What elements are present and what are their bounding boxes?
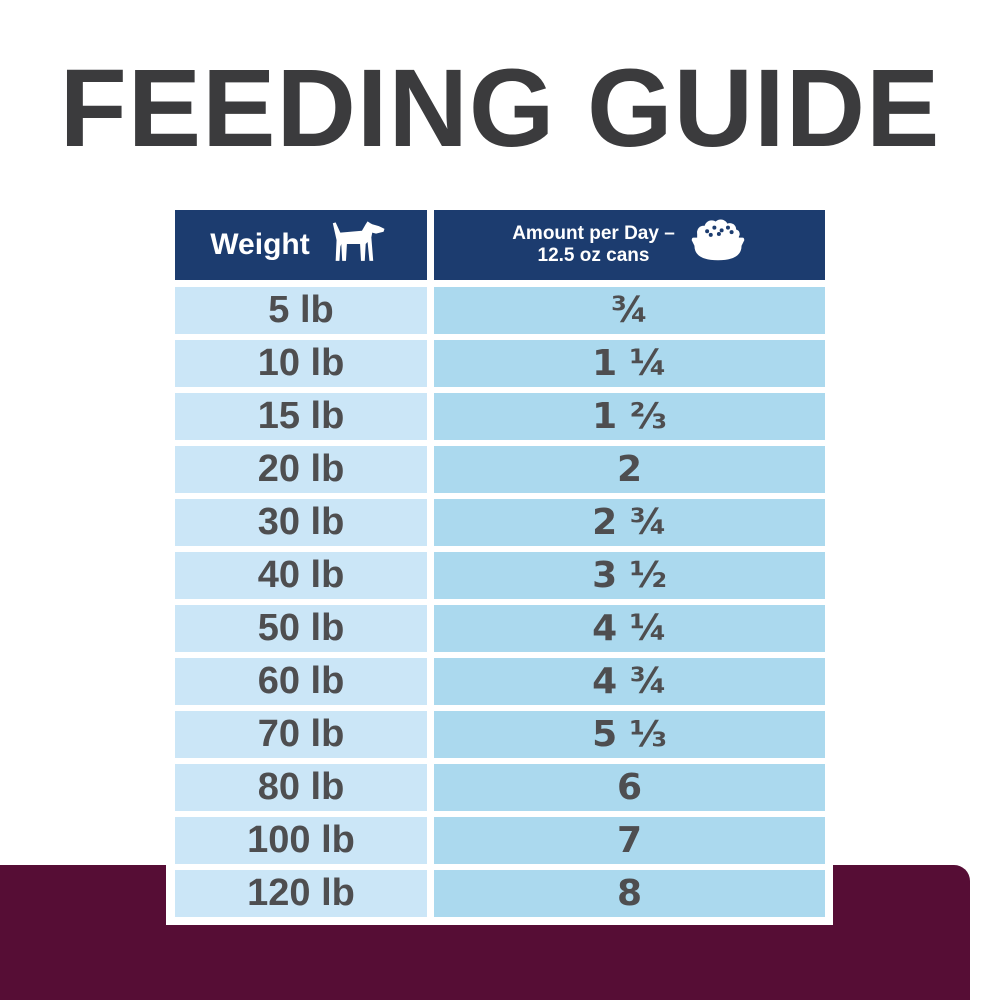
amount-cell: 4 ¾ bbox=[434, 658, 825, 705]
amount-cell: 4 ¼ bbox=[434, 605, 825, 652]
feeding-guide-table: Weight Amount per Day – 12.5 oz cans bbox=[166, 202, 833, 925]
amount-cell: 1 ¼ bbox=[434, 340, 825, 387]
amount-cell: 1 ⅔ bbox=[434, 393, 825, 440]
amount-header-line1: Amount per Day – bbox=[512, 223, 675, 244]
table-row: 120 lb 8 bbox=[175, 870, 825, 917]
table-row: 40 lb 3 ½ bbox=[175, 552, 825, 599]
weight-cell: 5 lb bbox=[175, 287, 427, 334]
weight-cell: 10 lb bbox=[175, 340, 427, 387]
weight-cell: 80 lb bbox=[175, 764, 427, 811]
table-row: 15 lb 1 ⅔ bbox=[175, 393, 825, 440]
weight-cell: 15 lb bbox=[175, 393, 427, 440]
amount-cell: 7 bbox=[434, 817, 825, 864]
weight-cell: 100 lb bbox=[175, 817, 427, 864]
amount-header-cell: Amount per Day – 12.5 oz cans bbox=[434, 210, 825, 280]
food-bowl-icon bbox=[689, 218, 747, 273]
table-row: 50 lb 4 ¼ bbox=[175, 605, 825, 652]
weight-header-cell: Weight bbox=[175, 210, 427, 280]
table-row: 60 lb 4 ¾ bbox=[175, 658, 825, 705]
table-row: 80 lb 6 bbox=[175, 764, 825, 811]
amount-cell: 2 ¾ bbox=[434, 499, 825, 546]
table-body: 5 lb ¾ 10 lb 1 ¼ 15 lb 1 ⅔ 20 lb 2 30 lb 2 ¾ 40 lb… bbox=[175, 287, 825, 917]
page-title: FEEDING GUIDE bbox=[59, 47, 941, 170]
dog-icon bbox=[330, 220, 392, 270]
table-row: 100 lb 7 bbox=[175, 817, 825, 864]
table-header-row: Weight Amount per Day – 12.5 oz cans bbox=[175, 210, 825, 280]
table-row: 20 lb 2 bbox=[175, 446, 825, 493]
weight-cell: 60 lb bbox=[175, 658, 427, 705]
weight-cell: 20 lb bbox=[175, 446, 427, 493]
amount-cell: 5 ⅓ bbox=[434, 711, 825, 758]
table-row: 5 lb ¾ bbox=[175, 287, 825, 334]
amount-cell: 8 bbox=[434, 870, 825, 917]
table-row: 30 lb 2 ¾ bbox=[175, 499, 825, 546]
weight-cell: 120 lb bbox=[175, 870, 427, 917]
amount-header-line2: 12.5 oz cans bbox=[537, 245, 650, 266]
amount-cell: 2 bbox=[434, 446, 825, 493]
weight-cell: 40 lb bbox=[175, 552, 427, 599]
amount-cell: ¾ bbox=[434, 287, 825, 334]
weight-cell: 30 lb bbox=[175, 499, 427, 546]
weight-cell: 50 lb bbox=[175, 605, 427, 652]
weight-header-label: Weight bbox=[210, 228, 310, 261]
amount-cell: 6 bbox=[434, 764, 825, 811]
amount-cell: 3 ½ bbox=[434, 552, 825, 599]
amount-header-label: Amount per Day – 12.5 oz cans bbox=[512, 223, 675, 267]
table-row: 10 lb 1 ¼ bbox=[175, 340, 825, 387]
weight-cell: 70 lb bbox=[175, 711, 427, 758]
table-row: 70 lb 5 ⅓ bbox=[175, 711, 825, 758]
